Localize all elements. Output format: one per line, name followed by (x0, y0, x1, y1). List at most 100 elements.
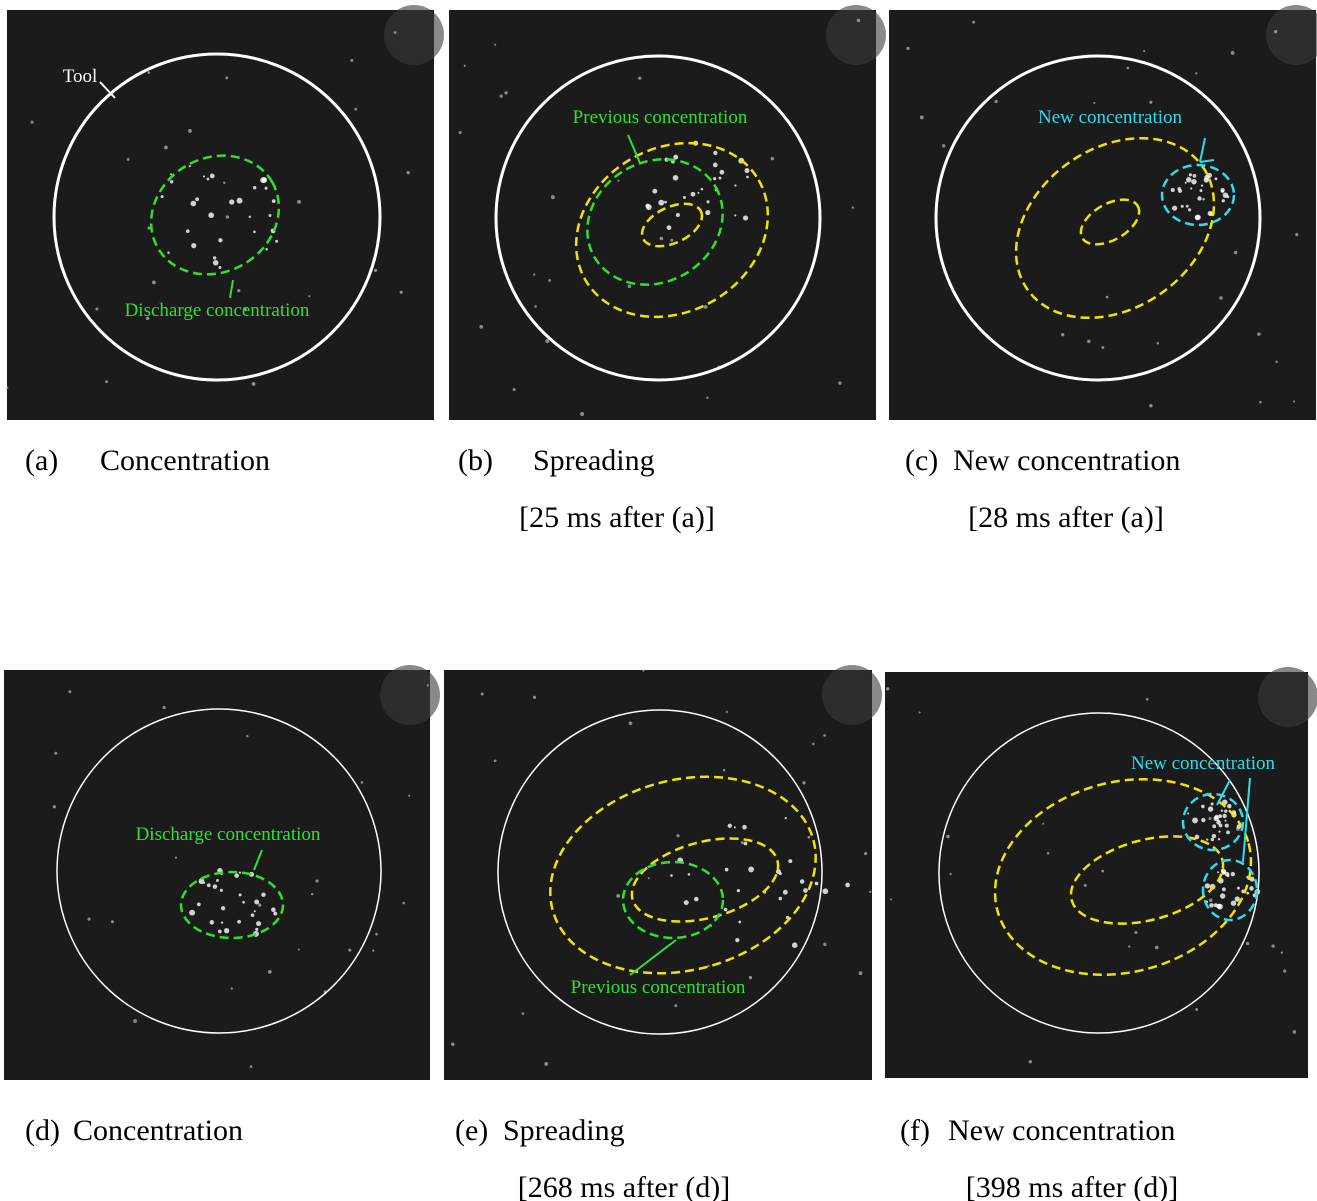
speckle (504, 91, 507, 94)
discharge-spot (220, 889, 223, 892)
discharge-spot (720, 170, 725, 175)
speckle (513, 388, 516, 391)
discharge-spot (1217, 904, 1223, 910)
glare (826, 5, 886, 65)
discharge-spot (1218, 838, 1220, 840)
discharge-spot (1217, 819, 1220, 822)
discharge-spot (815, 882, 819, 886)
speckle (298, 948, 300, 950)
speckle (869, 891, 871, 893)
speckle (1295, 233, 1298, 236)
speckle (354, 108, 357, 111)
speckle (258, 904, 261, 907)
discharge-spot (213, 884, 218, 889)
discharge-spot (190, 201, 196, 207)
photo-background (444, 670, 872, 1080)
annotation: Tool (63, 66, 98, 87)
discharge-spot (1222, 199, 1225, 202)
caption-time: [268 ms after (d)] (518, 1171, 730, 1201)
speckle (1106, 296, 1109, 299)
discharge-spot (792, 942, 798, 948)
discharge-spot (719, 177, 722, 180)
discharge-spot (272, 199, 276, 203)
discharge-spot (1211, 802, 1214, 805)
speckle (706, 397, 708, 399)
discharge-spot (735, 938, 739, 942)
speckle (175, 856, 177, 858)
discharge-spot (1199, 189, 1202, 192)
discharge-spot (1172, 206, 1177, 211)
discharge-spot (224, 928, 229, 933)
speckle (87, 918, 90, 921)
discharge-spot (688, 873, 691, 876)
speckle (1061, 333, 1064, 336)
discharge-spot (1205, 883, 1210, 888)
discharge-spot (670, 874, 673, 877)
discharge-spot (1227, 875, 1230, 878)
discharge-spot (167, 251, 169, 253)
speckle (361, 781, 364, 784)
discharge-spot (691, 192, 696, 197)
discharge-spot (218, 930, 222, 934)
speckle (548, 279, 551, 282)
speckle (972, 21, 975, 24)
speckle (638, 76, 641, 79)
speckle (95, 308, 98, 311)
speckle (68, 690, 71, 693)
discharge-spot (713, 151, 717, 155)
discharge-spot (779, 872, 782, 875)
discharge-spot (744, 168, 749, 173)
speckle (225, 76, 228, 79)
speckle (857, 19, 861, 23)
speckle (408, 795, 410, 797)
discharge-spot (1214, 815, 1218, 819)
speckle (723, 769, 725, 771)
discharge-spot (254, 900, 259, 905)
speckle (995, 100, 998, 103)
speckle (616, 894, 620, 898)
discharge-spot (1208, 806, 1213, 811)
speckle (886, 687, 889, 690)
annotation: Previous concentration (571, 977, 746, 998)
discharge-spot (803, 888, 808, 893)
discharge-spot (1190, 187, 1192, 189)
discharge-spot (213, 256, 216, 259)
discharge-spot (170, 180, 173, 183)
speckle (6, 386, 9, 389)
discharge-spot (218, 238, 222, 242)
discharge-spot (673, 175, 679, 181)
discharge-spot (1212, 824, 1216, 828)
discharge-spot (195, 197, 199, 201)
discharge-spot (748, 867, 754, 873)
discharge-spot (203, 882, 205, 884)
speckle (250, 1065, 253, 1068)
discharge-spot (1237, 887, 1240, 890)
speckle (451, 1043, 454, 1046)
photo-background (889, 10, 1316, 420)
discharge-spot (253, 230, 256, 233)
discharge-spot (234, 873, 239, 878)
speckle (111, 920, 114, 923)
discharge-spot (645, 204, 649, 208)
discharge-spot (237, 920, 241, 924)
speckle (406, 171, 409, 174)
speckle (838, 381, 841, 384)
discharge-spot (260, 177, 266, 183)
discharge-spot (1192, 818, 1198, 824)
speckle (741, 841, 744, 844)
discharge-spot (1221, 810, 1223, 812)
speckle (551, 195, 555, 199)
speckle (374, 269, 377, 272)
speckle (545, 339, 549, 343)
speckle (949, 873, 951, 875)
annotation: New concentration (1131, 753, 1276, 774)
speckle (823, 943, 826, 946)
speckle (802, 781, 805, 784)
speckle (1283, 970, 1286, 973)
speckle (481, 692, 484, 695)
discharge-spot (265, 248, 268, 251)
caption-title: Concentration (73, 1114, 243, 1147)
discharge-spot (1249, 886, 1254, 891)
speckle (533, 696, 536, 699)
speckle (162, 706, 165, 709)
